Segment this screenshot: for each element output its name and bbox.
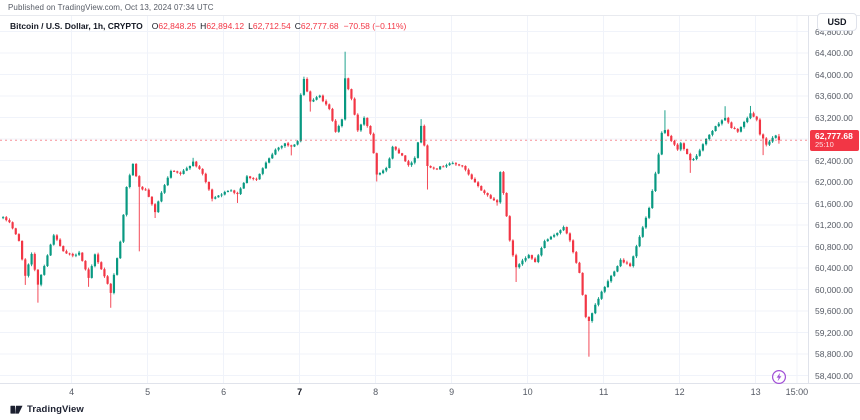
symbol-title: Bitcoin / U.S. Dollar, 1h, CRYPTO <box>10 21 143 31</box>
price-axis[interactable]: 62,777.68 25:10 58,400.00 58,800.00 59,200… <box>808 16 860 383</box>
symbol-header: Bitcoin / U.S. Dollar, 1h, CRYPTO O 62,8… <box>10 21 406 31</box>
low-label: L <box>248 21 253 31</box>
price-tick-label: 64,800.00 <box>815 26 853 37</box>
price-tick-label: 58,800.00 <box>815 349 853 359</box>
time-tick-label: 15:00 <box>785 387 809 397</box>
price-tick-label: 59,600.00 <box>815 306 853 316</box>
published-note: Published on TradingView.com, Oct 13, 20… <box>8 3 214 12</box>
close-label: C <box>294 21 301 31</box>
price-tick-label: 63,200.00 <box>815 112 853 123</box>
tradingview-logo-icon <box>10 403 23 416</box>
price-tick-label: 61,600.00 <box>815 198 853 209</box>
time-tick-label: 8 <box>373 387 379 397</box>
price-tick-label: 62,000.00 <box>815 177 853 187</box>
high-value: 62,894.12 <box>206 21 245 31</box>
close-value: 62,777.68 <box>300 21 339 31</box>
price-tick-label: 64,400.00 <box>815 48 853 58</box>
bar-countdown: 25:10 <box>815 140 834 150</box>
time-tick-label: 7 <box>297 387 303 397</box>
change-value: −70.58 (−0.11%) <box>343 21 407 31</box>
currency-toggle-button[interactable]: USD <box>817 13 857 31</box>
high-label: H <box>200 21 207 31</box>
price-tick-label: 63,600.00 <box>815 91 853 101</box>
price-tick-label: 62,400.00 <box>815 155 853 166</box>
time-tick-label: 12 <box>674 387 685 397</box>
time-tick-label: 11 <box>598 387 609 397</box>
price-tick-label: 58,400.00 <box>815 370 853 381</box>
open-label: O <box>151 21 159 31</box>
time-tick-label: 5 <box>145 387 151 397</box>
price-tick-label: 60,800.00 <box>815 241 853 252</box>
boost-lightning-icon[interactable] <box>771 369 787 385</box>
time-tick-label: 9 <box>449 387 455 397</box>
current-price-value: 62,777.68 <box>815 130 853 141</box>
currency-toggle-label: USD <box>827 17 847 27</box>
price-tick-label: 64,000.00 <box>815 69 853 80</box>
price-tick-label: 61,200.00 <box>815 220 853 230</box>
current-price-badge: 62,777.68 25:10 <box>810 129 859 151</box>
time-tick-label: 13 <box>750 387 761 397</box>
time-axis[interactable]: 4 5 6 7 8 9 10 11 12 13 15:00 <box>0 384 808 401</box>
time-axis-separator <box>0 383 860 384</box>
published-bar: Published on TradingView.com, Oct 13, 20… <box>0 0 860 16</box>
price-tick-label: 60,000.00 <box>815 284 853 295</box>
tradingview-attribution-link[interactable]: TradingView <box>10 402 84 417</box>
price-tick-label: 59,200.00 <box>815 327 853 338</box>
time-tick-label: 6 <box>221 387 227 397</box>
open-value: 62,848.25 <box>158 21 197 31</box>
time-tick-label: 4 <box>69 387 75 397</box>
low-value: 62,712.54 <box>252 21 291 31</box>
time-tick-label: 10 <box>522 387 533 397</box>
tradingview-brand-text: TradingView <box>27 404 84 415</box>
price-tick-label: 60,400.00 <box>815 263 853 273</box>
